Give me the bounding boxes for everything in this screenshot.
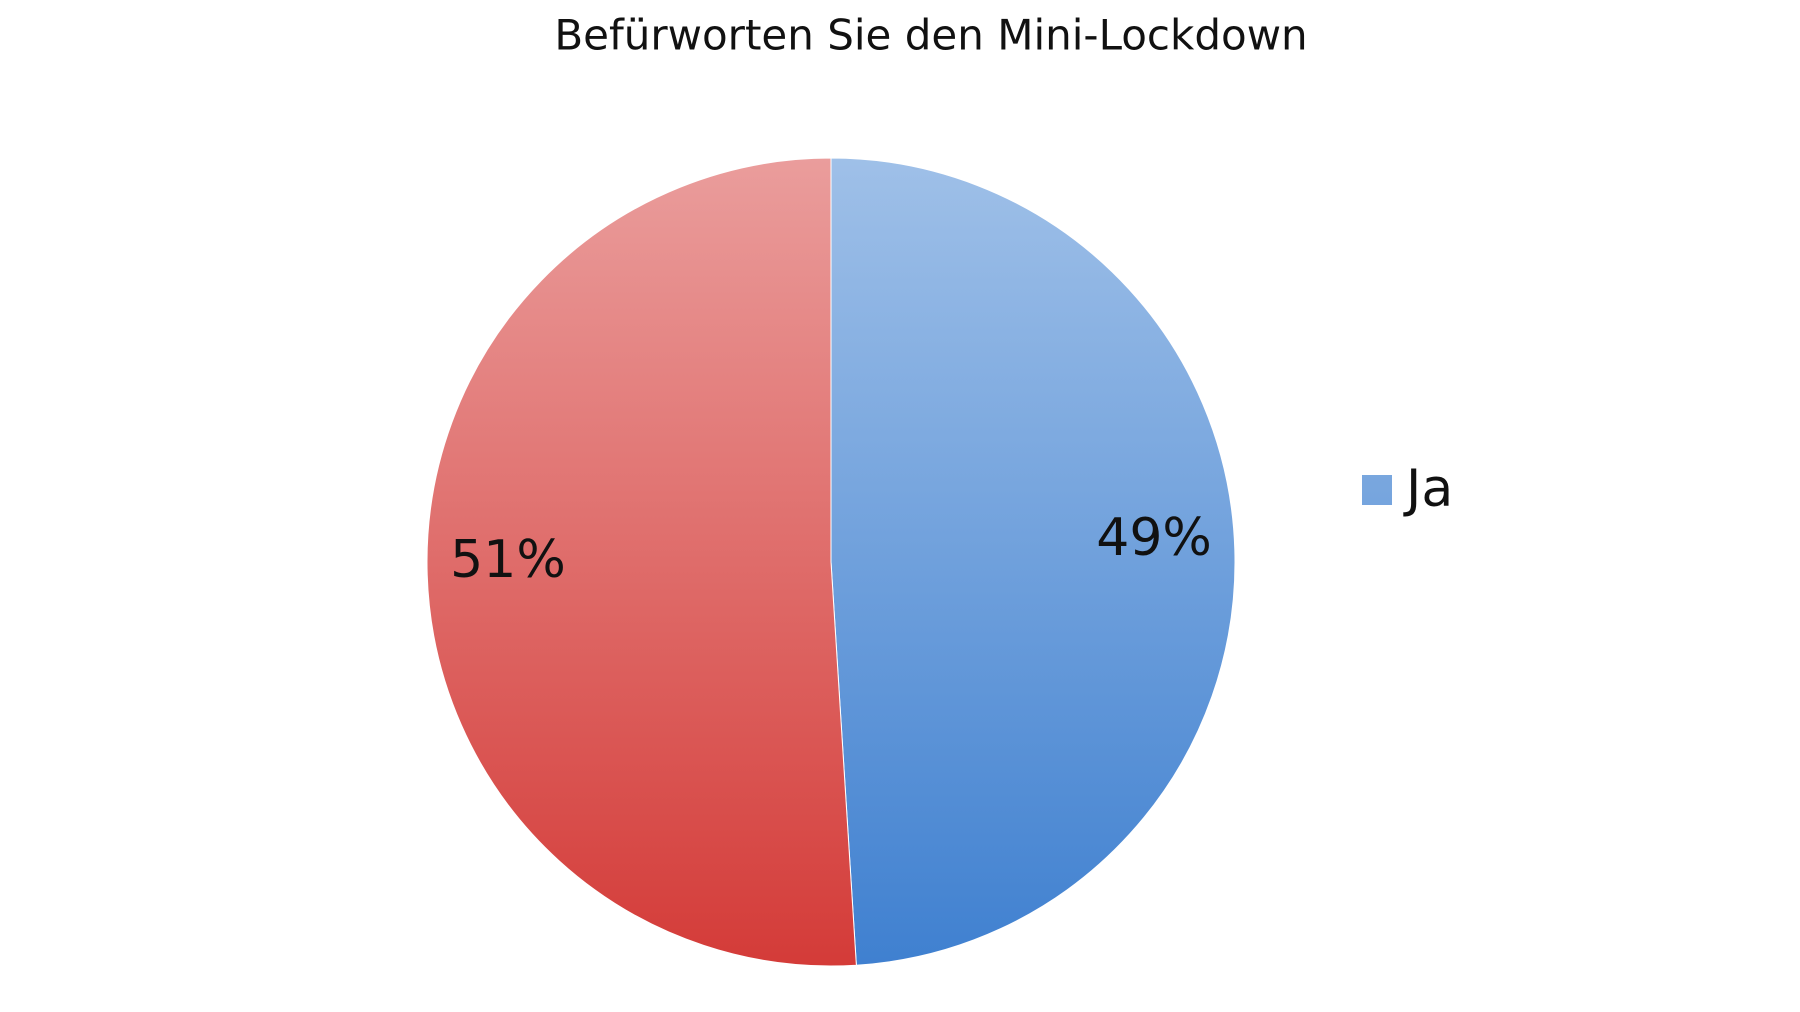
- pie-slice: [830, 157, 1236, 966]
- data-label: 51%: [450, 530, 566, 590]
- legend-swatch: [1362, 475, 1392, 505]
- data-label: 49%: [1096, 508, 1212, 568]
- legend-label: Ja: [1403, 459, 1453, 519]
- chart-title: Befürworten Sie den Mini-Lockdown: [554, 11, 1307, 60]
- pie-slice: [426, 157, 857, 967]
